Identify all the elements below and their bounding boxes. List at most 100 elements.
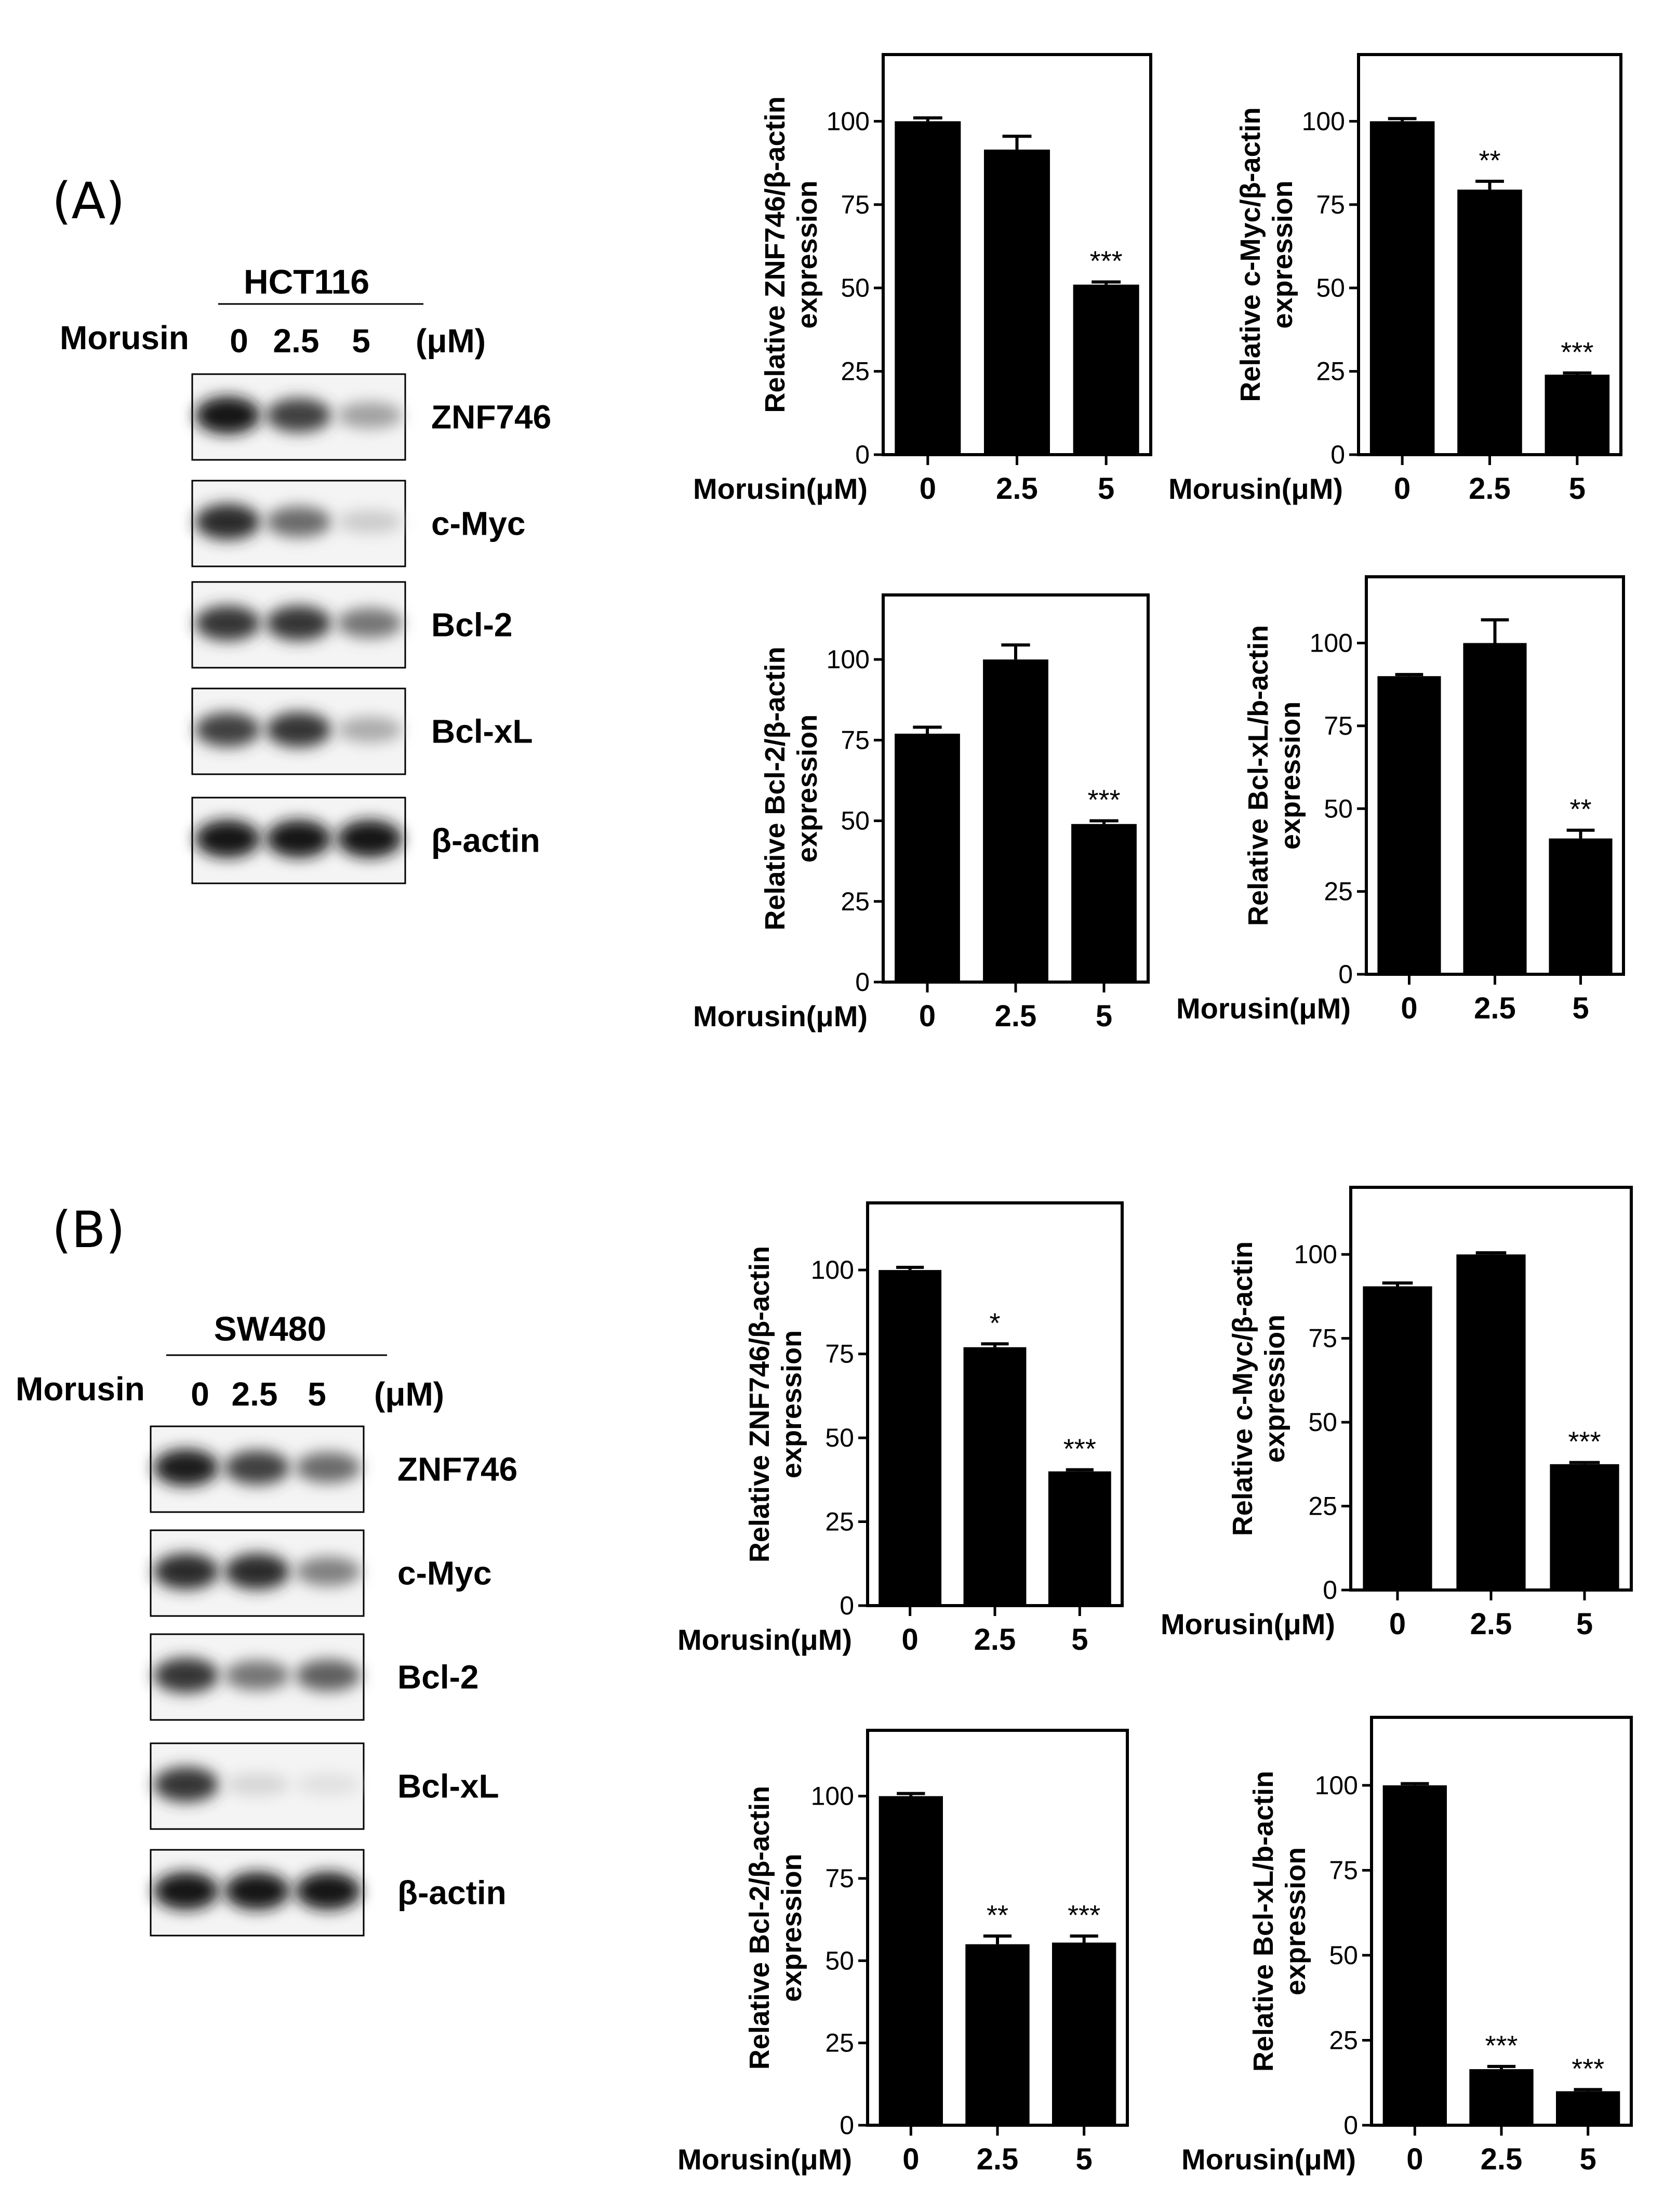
y-tick-label: 25 — [841, 887, 870, 916]
y-tick-label: 50 — [841, 806, 870, 836]
blot-band — [337, 402, 403, 429]
blot-band — [337, 819, 403, 858]
x-axis-label: Morusin(μM) — [1176, 992, 1351, 1025]
significance-marker: ** — [1479, 145, 1500, 176]
blot-row: Bcl-2 — [191, 581, 513, 669]
y-tick-label: 0 — [1343, 2111, 1358, 2140]
x-tick-label: 0 — [1389, 1607, 1406, 1641]
y-tick-label: 75 — [841, 190, 870, 219]
x-axis-label: Morusin(μM) — [693, 472, 868, 505]
y-tick-label: 50 — [825, 1946, 854, 1975]
blot-band — [224, 1553, 290, 1590]
bar — [1073, 284, 1139, 455]
x-tick-label: 5 — [1076, 2142, 1093, 2176]
y-tick-label: 25 — [825, 1507, 854, 1537]
bar — [1377, 676, 1441, 974]
y-tick-label: 50 — [1316, 273, 1345, 302]
x-tick-label: 5 — [1580, 2142, 1596, 2176]
dose-unit-label: (μM) — [416, 322, 486, 360]
x-axis-label: Morusin(μM) — [677, 2143, 852, 2176]
protein-label: c-Myc — [397, 1555, 491, 1592]
significance-marker: *** — [1561, 337, 1593, 368]
y-axis-label: Relative ZNF746/β-actinexpression — [744, 1246, 807, 1562]
x-tick-label: 0 — [919, 999, 936, 1033]
y-tick-label: 100 — [811, 1782, 854, 1811]
x-tick-label: 2.5 — [1469, 472, 1511, 506]
y-tick-label: 0 — [1338, 960, 1353, 989]
protein-label: Bcl-2 — [397, 1659, 479, 1696]
bar — [1048, 1471, 1111, 1606]
blot-band — [153, 1767, 219, 1803]
bar-chart: 0 25 50 75 100 0 2.5 *** 5 Morusin(μM) Relative Bc… — [693, 593, 1150, 1033]
blot-band — [224, 1450, 290, 1485]
bar — [1463, 643, 1527, 974]
bar — [895, 121, 961, 455]
bar — [1469, 2069, 1534, 2125]
bar — [983, 659, 1048, 982]
western-blot-layer: (A) HCT116 Morusin 0 2.5 5 (μM) ZNF746 c-Myc Bcl-… — [16, 172, 551, 1937]
x-tick-label: 0 — [1406, 2142, 1423, 2176]
blot-band — [295, 1557, 361, 1586]
bar — [895, 733, 960, 982]
significance-marker: *** — [1485, 2030, 1518, 2061]
y-tick-label: 25 — [1329, 2025, 1358, 2055]
y-tick-label: 0 — [855, 440, 870, 469]
bar-chart: 0 25 50 75 100 0 * 2.5 *** 5 Morusin(μM) Relative Z… — [677, 1201, 1124, 1657]
blot-panel-b: (B) SW480 Morusin 0 2.5 5 (μM) ZNF746 c-Myc Bcl-2… — [16, 1201, 517, 1937]
significance-marker: *** — [1090, 246, 1123, 277]
y-tick-label: 100 — [827, 645, 870, 674]
cell-line-label: SW480 — [214, 1309, 326, 1348]
x-tick-label: 0 — [920, 472, 936, 506]
x-axis-label: Morusin(μM) — [693, 1000, 868, 1032]
bar — [1550, 1464, 1619, 1590]
bar-chart: 0 25 50 75 100 0 2.5 *** 5 Morusin(μM) Relative c-… — [1161, 1186, 1633, 1641]
significance-marker: *** — [1087, 785, 1120, 816]
cell-line-label: HCT116 — [244, 262, 369, 301]
protein-label: c-Myc — [431, 505, 525, 542]
bar — [879, 1796, 943, 2125]
y-tick-label: 0 — [840, 1591, 854, 1620]
x-tick-label: 2.5 — [974, 1623, 1016, 1657]
blot-band — [266, 398, 331, 433]
x-tick-label: 0 — [1401, 991, 1417, 1025]
significance-marker: *** — [1063, 1433, 1096, 1464]
bar — [1549, 838, 1613, 974]
blot-row: Bcl-xL — [150, 1742, 499, 1830]
y-tick-label: 50 — [825, 1423, 854, 1452]
bar — [1382, 1785, 1447, 2125]
bar-chart: 0 25 50 75 100 0 2.5 ** 5 Morusin(μM) Relative Bcl… — [1176, 575, 1625, 1025]
protein-label: Bcl-xL — [397, 1768, 499, 1805]
bar — [965, 1944, 1030, 2125]
x-tick-label: 0 — [1394, 472, 1410, 506]
x-tick-label: 5 — [1576, 1607, 1593, 1641]
bar — [1052, 1942, 1116, 2125]
y-tick-label: 0 — [840, 2111, 854, 2140]
bar — [1071, 824, 1137, 982]
significance-marker: ** — [987, 1900, 1008, 1931]
y-tick-label: 25 — [1316, 357, 1345, 386]
significance-marker: * — [989, 1307, 1000, 1339]
bar — [983, 149, 1050, 455]
blot-band — [266, 819, 331, 858]
y-tick-label: 75 — [1316, 190, 1345, 219]
x-axis-label: Morusin(μM) — [1168, 472, 1343, 505]
y-tick-label: 25 — [1324, 877, 1353, 906]
y-tick-label: 100 — [1310, 629, 1353, 658]
blot-band — [295, 1872, 361, 1910]
y-axis-label: Relative c-Myc/β-actinexpression — [1227, 1241, 1290, 1536]
blot-band — [153, 1553, 219, 1590]
y-tick-label: 100 — [1294, 1240, 1337, 1269]
protein-label: Bcl-2 — [431, 606, 513, 644]
blot-band — [224, 1872, 290, 1910]
y-tick-label: 0 — [855, 968, 870, 997]
blot-band — [295, 1773, 361, 1795]
x-tick-label: 0 — [902, 2142, 919, 2176]
bar — [879, 1270, 942, 1606]
bar — [963, 1347, 1027, 1606]
bar-chart: 0 25 50 75 100 0 2.5 *** 5 Morusin(μM) Relative ZN… — [693, 53, 1152, 506]
y-tick-label: 0 — [1330, 440, 1345, 469]
dose-label: 5 — [308, 1375, 326, 1413]
dose-label: 2.5 — [273, 322, 320, 360]
blot-row: Bcl-2 — [150, 1633, 479, 1721]
